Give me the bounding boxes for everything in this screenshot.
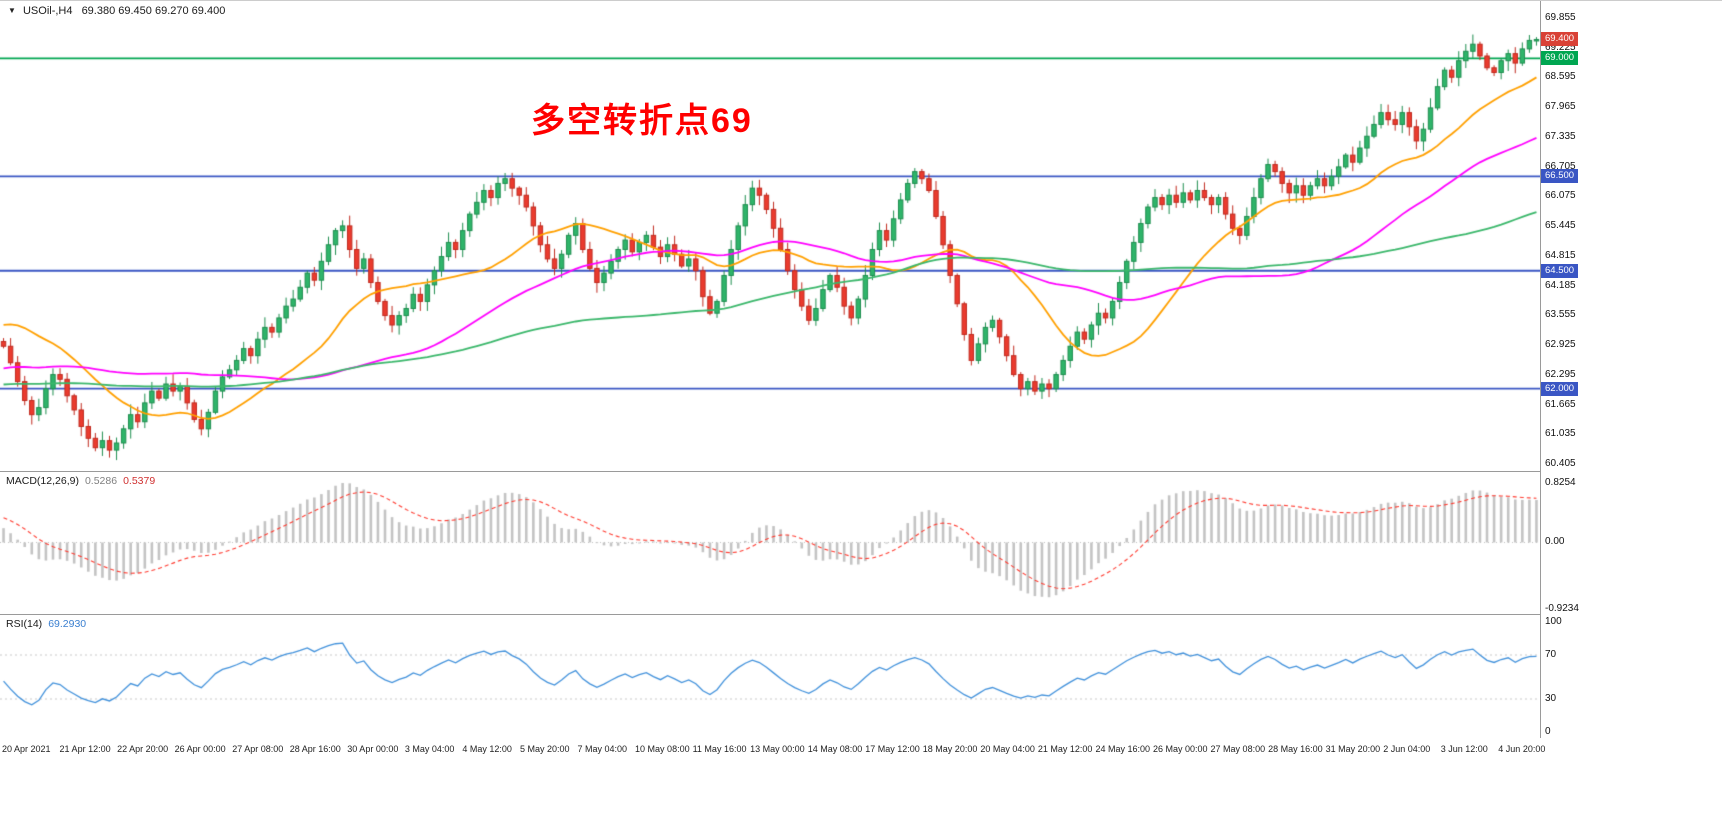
time-label: 28 Apr 16:00: [289, 744, 341, 754]
price-tick: 0.00: [1545, 536, 1565, 548]
time-label: 10 May 08:00: [635, 744, 690, 754]
ohlc-values: 69.380 69.450 69.270 69.400: [81, 5, 226, 17]
time-label: 5 May 20:00: [519, 744, 570, 754]
time-label: 20 Apr 2021: [2, 744, 51, 754]
hline-price-badge: 64.500: [1541, 263, 1579, 278]
macd-indicator-panel: MACD(12,26,9) 0.5286 0.5379: [0, 471, 1540, 614]
time-label: 14 May 08:00: [807, 744, 863, 754]
price-tick: 0.8254: [1545, 477, 1576, 488]
time-label: 24 May 16:00: [1095, 744, 1150, 754]
price-tick: 30: [1545, 693, 1557, 704]
chart-title: ▼ USOil-,H4 69.380 69.450 69.270 69.400: [8, 5, 225, 17]
time-label: 4 May 12:00: [462, 744, 512, 754]
time-label: 27 May 08:00: [1210, 744, 1266, 754]
time-label: 26 Apr 00:00: [174, 744, 226, 754]
rsi-indicator-panel: RSI(14) 69.2930: [0, 614, 1540, 738]
time-label: 22 Apr 20:00: [117, 744, 169, 754]
chart-annotation-text[interactable]: 多空转折点69: [531, 102, 753, 140]
price-tick: 64.185: [1545, 279, 1576, 291]
hline-price-badge: 66.500: [1541, 169, 1579, 184]
price-tick: -0.9234: [1545, 603, 1579, 614]
time-label: 31 May 20:00: [1325, 744, 1381, 754]
rsi-chart[interactable]: [0, 614, 1540, 738]
price-chart-panel: ▼ USOil-,H4 69.380 69.450 69.270 69.400 …: [0, 1, 1540, 471]
panel-separator[interactable]: [0, 614, 1722, 615]
time-label: 3 Jun 12:00: [1440, 744, 1488, 754]
bottom-whitespace: [0, 764, 1722, 836]
time-label: 28 May 16:00: [1268, 744, 1323, 754]
time-label: 2 Jun 04:00: [1383, 744, 1431, 754]
candlestick-chart[interactable]: [0, 1, 1540, 471]
time-label: 4 Jun 20:00: [1498, 744, 1546, 754]
price-tick: 62.925: [1545, 339, 1576, 351]
panel-separator[interactable]: [0, 471, 1722, 472]
rsi-label: RSI(14) 69.2930: [6, 618, 87, 630]
price-tick: 61.035: [1545, 428, 1576, 440]
price-tick: 69.855: [1545, 12, 1576, 23]
price-tick: 69.225: [1545, 41, 1576, 53]
price-tick: 63.555: [1545, 309, 1576, 321]
price-tick: 68.595: [1545, 71, 1576, 83]
time-axis[interactable]: 20 Apr 2021 21 Apr 12:00 22 Apr 20:00 26 Ap…: [0, 738, 1722, 764]
time-label: 20 May 04:00: [980, 744, 1035, 754]
time-label: 26 May 00:00: [1153, 744, 1208, 754]
price-axis[interactable]: 69.855 69.225 68.595 67.965 67.335 66.705 66.0…: [1540, 1, 1722, 738]
time-label: 21 Apr 12:00: [59, 744, 111, 754]
price-tick: 60.405: [1545, 458, 1576, 469]
symbol-dropdown-icon[interactable]: ▼: [8, 6, 16, 15]
time-label: 7 May 04:00: [577, 744, 628, 754]
price-tick: 61.665: [1545, 398, 1576, 410]
time-label: 21 May 12:00: [1037, 744, 1093, 754]
time-label: 3 May 04:00: [404, 744, 455, 754]
hline-price-badge: 69.000: [1541, 51, 1579, 66]
time-label: 11 May 16:00: [692, 744, 747, 754]
time-label: 17 May 12:00: [865, 744, 920, 754]
price-tick: 0: [1545, 726, 1551, 737]
price-tick: 100: [1545, 616, 1562, 627]
price-tick: 70: [1545, 649, 1557, 660]
current-price-badge: 69.400: [1541, 32, 1579, 47]
time-label: 30 Apr 00:00: [347, 744, 399, 754]
price-tick: 67.965: [1545, 101, 1576, 113]
price-tick: 65.445: [1545, 220, 1576, 232]
macd-label: MACD(12,26,9) 0.5286 0.5379: [6, 475, 156, 487]
macd-chart[interactable]: [0, 471, 1540, 614]
price-tick: 62.295: [1545, 368, 1576, 380]
price-tick: 66.705: [1545, 160, 1576, 172]
price-tick: 67.335: [1545, 130, 1576, 142]
hline-price-badge: 62.000: [1541, 381, 1579, 396]
price-tick: 66.075: [1545, 190, 1576, 202]
time-label: 13 May 00:00: [750, 744, 805, 754]
price-tick: 64.815: [1545, 249, 1576, 261]
symbol-name: USOil-,H4: [22, 5, 73, 17]
time-label: 27 Apr 08:00: [232, 744, 284, 754]
time-label: 18 May 20:00: [922, 744, 978, 754]
